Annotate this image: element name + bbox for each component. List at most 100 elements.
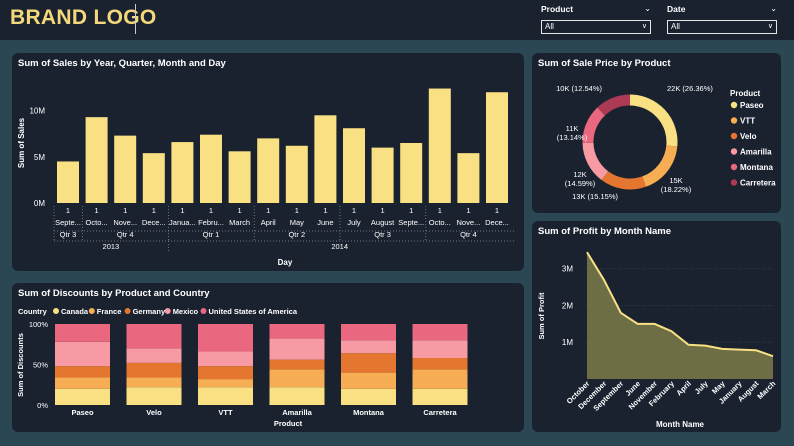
x-tick-label: Carretera xyxy=(423,408,457,417)
y-tick-label: 5M xyxy=(34,153,45,162)
stacked-bar-segment xyxy=(341,372,396,389)
quarter-tick-label: Qtr 3 xyxy=(60,230,77,239)
x-axis-label: Day xyxy=(278,258,293,267)
bar xyxy=(457,153,480,203)
sale-price-chart: 22K (26.36%)15K(18.22%)13K (15.15%)12K(1… xyxy=(556,84,776,201)
date-filter: Date ⌄ All ∨ xyxy=(667,4,777,34)
month-tick-label: Nove... xyxy=(457,218,481,227)
bar xyxy=(428,88,451,203)
stacked-bar-segment xyxy=(412,358,468,370)
month-tick-label: Dece... xyxy=(485,218,509,227)
stacked-bar-segment xyxy=(126,377,182,388)
sales-chart-title: Sum of Sales by Year, Quarter, Month and… xyxy=(18,58,226,69)
day-tick-label: 1 xyxy=(323,206,327,215)
legend-marker xyxy=(730,148,738,155)
bar xyxy=(57,161,79,203)
legend-label: Canada xyxy=(61,307,89,316)
x-tick-label: July xyxy=(693,378,711,396)
y-axis-label: Sum of Discounts xyxy=(16,333,25,397)
day-tick-label: 1 xyxy=(95,206,99,215)
date-filter-dropdown[interactable]: All ∨ xyxy=(667,20,777,34)
x-tick-label: April xyxy=(674,379,692,397)
stacked-bar-segment xyxy=(269,338,325,360)
x-tick-label: Amarilla xyxy=(282,408,312,417)
legend-label: Mexico xyxy=(173,307,199,316)
y-tick-label: 0% xyxy=(37,401,48,410)
slice-label: 11K xyxy=(566,124,579,133)
year-tick-label: 2014 xyxy=(331,242,348,251)
sale-price-chart-title: Sum of Sale Price by Product xyxy=(538,58,671,69)
x-axis-label: Month Name xyxy=(656,420,705,429)
month-tick-label: Dece... xyxy=(142,218,166,227)
day-tick-label: 1 xyxy=(409,206,413,215)
profit-panel: Sum of Profit by Month Name 3M 2M 1M Sum of… xyxy=(532,221,781,432)
stacked-bar-segment xyxy=(198,324,253,352)
legend-label: VTT xyxy=(740,117,755,126)
day-tick-label: 1 xyxy=(152,206,156,215)
legend-title: Product xyxy=(730,89,761,98)
legend-label: France xyxy=(97,307,122,316)
discounts-chart-title: Sum of Discounts by Product and Country xyxy=(18,288,210,299)
collapse-icon[interactable]: ⌄ xyxy=(770,4,777,13)
stacked-bar-segment xyxy=(55,341,110,367)
slice-label: (18.22%) xyxy=(661,185,692,194)
legend-label: Carretera xyxy=(740,179,776,188)
x-tick-label: Velo xyxy=(146,408,162,417)
month-tick-label: Septe... xyxy=(398,218,424,227)
collapse-icon[interactable]: ⌄ xyxy=(644,4,651,13)
day-tick-label: 1 xyxy=(381,206,385,215)
stacked-bar-segment xyxy=(55,366,110,378)
stacked-bar-segment xyxy=(126,348,182,363)
legend-marker xyxy=(200,308,207,314)
donut-slice xyxy=(629,94,678,147)
y-tick-label: 50% xyxy=(33,361,48,370)
month-tick-label: Nove... xyxy=(113,218,137,227)
day-tick-label: 1 xyxy=(495,206,499,215)
month-tick-label: March xyxy=(229,218,250,227)
brand-logo: BRAND LOGO xyxy=(10,6,157,29)
day-tick-label: 1 xyxy=(438,206,442,215)
legend-marker xyxy=(53,308,59,314)
month-tick-label: April xyxy=(261,218,276,227)
y-tick-label: 10M xyxy=(29,107,45,116)
bar xyxy=(85,117,108,203)
bar xyxy=(371,147,394,203)
stacked-bar-segment xyxy=(269,369,325,388)
bar xyxy=(314,115,337,203)
legend-label: Germany xyxy=(133,307,166,316)
slice-label: 10K (12.54%) xyxy=(556,84,602,93)
legend-marker xyxy=(124,308,131,314)
stacked-bar-segment xyxy=(55,377,110,389)
stacked-bar-segment xyxy=(198,366,253,380)
year-tick-label: 2013 xyxy=(103,242,120,251)
y-axis-label: Sum of Sales xyxy=(17,117,26,168)
legend-marker xyxy=(164,308,171,314)
y-tick-label: 2M xyxy=(562,301,573,310)
stacked-bar-segment xyxy=(269,359,325,370)
y-tick-label: 100% xyxy=(29,320,49,329)
quarter-tick-label: Qtr 3 xyxy=(374,230,391,239)
x-tick-label: March xyxy=(755,379,777,401)
product-filter-label: Product xyxy=(541,4,574,14)
stacked-bar-segment xyxy=(126,362,182,378)
bar xyxy=(200,134,222,203)
stacked-bar-segment xyxy=(198,387,253,405)
month-tick-label: June xyxy=(317,218,333,227)
donut-slice xyxy=(641,145,678,187)
stacked-bar-segment xyxy=(126,387,182,405)
area-fill xyxy=(587,252,773,379)
donut-slice xyxy=(601,171,646,190)
y-tick-label: 0M xyxy=(34,199,45,208)
quarter-tick-label: Qtr 1 xyxy=(203,230,220,239)
x-tick-label: Paseo xyxy=(71,408,94,417)
bar xyxy=(171,142,194,203)
legend-label: Velo xyxy=(740,132,757,141)
date-filter-label: Date xyxy=(667,4,686,14)
product-filter-dropdown[interactable]: All ∨ xyxy=(541,20,651,34)
day-tick-label: 1 xyxy=(352,206,356,215)
day-tick-label: 1 xyxy=(123,206,127,215)
discounts-chart: Country Canada France Germany Mexico United S… xyxy=(16,307,468,428)
sale-price-panel: Sum of Sale Price by Product 22K (26.36%… xyxy=(532,53,781,213)
bar xyxy=(486,92,508,203)
legend-marker xyxy=(730,132,738,140)
